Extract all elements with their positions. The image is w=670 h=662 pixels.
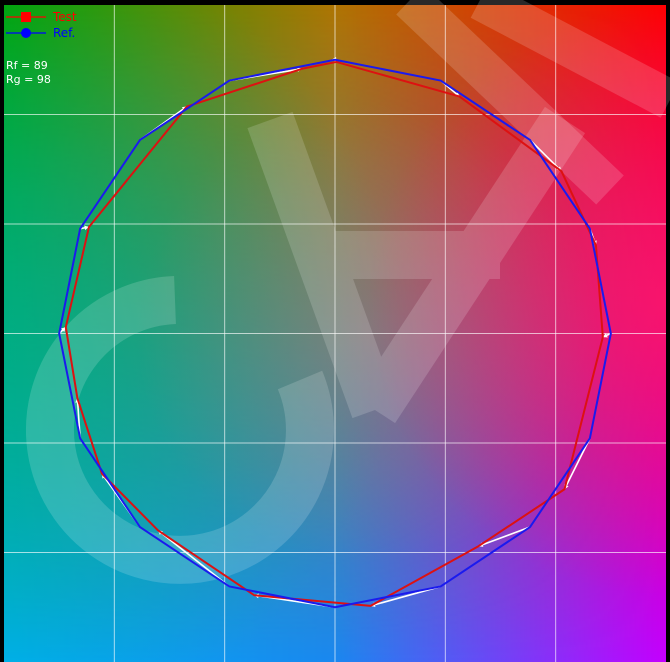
legend: Test Ref.	[6, 10, 77, 40]
shift-arrow	[157, 529, 230, 588]
legend-item-test: Test	[6, 10, 77, 24]
shift-arrow-head	[60, 327, 66, 332]
rg-value: Rg = 98	[6, 73, 51, 86]
series-line-ref	[58, 58, 612, 609]
shift-arrow-head	[84, 225, 89, 231]
legend-label-ref: Ref.	[53, 26, 75, 40]
legend-marker-test	[21, 12, 31, 22]
legend-marker-ref	[21, 28, 31, 38]
grid	[4, 5, 666, 662]
series-lines	[58, 58, 612, 609]
shift-arrow	[529, 139, 563, 172]
legend-label-test: Test	[52, 10, 77, 24]
legend-item-ref: Ref.	[6, 26, 75, 40]
shift-arrow-head	[602, 333, 608, 338]
shift-arrow	[563, 437, 591, 490]
watermark	[25, 0, 670, 584]
rf-value: Rf = 89	[6, 59, 48, 72]
shift-arrow	[478, 526, 531, 547]
